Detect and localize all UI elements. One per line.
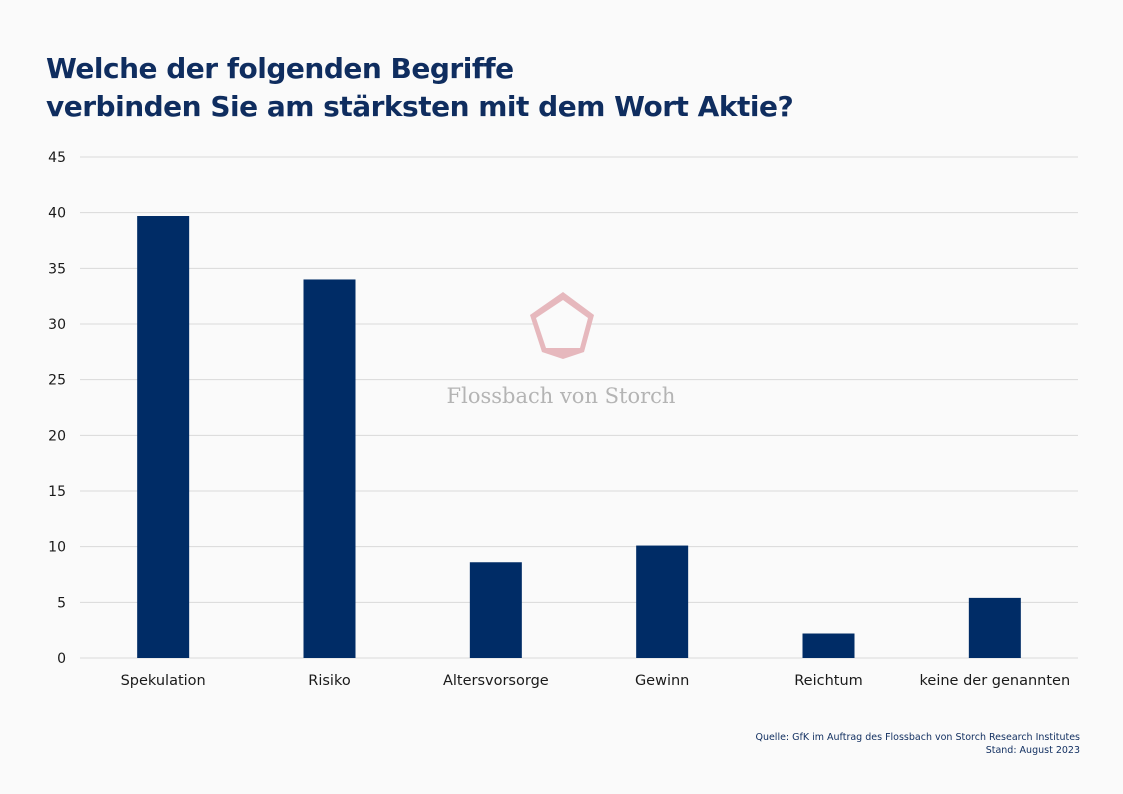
chart-title: Welche der folgenden Begriffe verbinden … [46, 50, 794, 126]
y-tick-label: 15 [48, 484, 66, 500]
y-tick-label: 20 [48, 428, 66, 444]
y-tick-label: 0 [57, 651, 66, 667]
y-tick-label: 45 [48, 150, 66, 166]
y-tick-label: 30 [48, 317, 66, 333]
x-tick-label: keine der genannten [920, 673, 1071, 689]
bar [968, 597, 1021, 658]
y-tick-label: 40 [48, 206, 66, 222]
bar [469, 562, 522, 658]
bar [802, 633, 855, 658]
source-line: Quelle: GfK im Auftrag des Flossbach von… [755, 732, 1080, 743]
y-tick-label: 10 [48, 540, 66, 556]
watermark-text: Flossbach von Storch [447, 384, 676, 408]
source-note: Quelle: GfK im Auftrag des Flossbach von… [755, 731, 1080, 757]
date-line: Stand: August 2023 [985, 745, 1080, 756]
x-tick-label: Reichtum [794, 673, 863, 689]
title-line-2: verbinden Sie am stärksten mit dem Wort … [46, 90, 794, 123]
y-tick-label: 35 [48, 261, 66, 277]
y-tick-label: 5 [57, 595, 66, 611]
bar [137, 216, 190, 659]
y-tick-label: 25 [48, 373, 66, 389]
x-tick-label: Altersvorsorge [443, 673, 549, 689]
watermark-logo: Flossbach von Storch [447, 292, 676, 408]
x-tick-label: Gewinn [635, 673, 689, 689]
bar [303, 279, 356, 658]
x-tick-label: Risiko [308, 673, 351, 689]
x-tick-label: Spekulation [121, 673, 206, 689]
bar [636, 545, 689, 658]
title-line-1: Welche der folgenden Begriffe [46, 52, 514, 85]
